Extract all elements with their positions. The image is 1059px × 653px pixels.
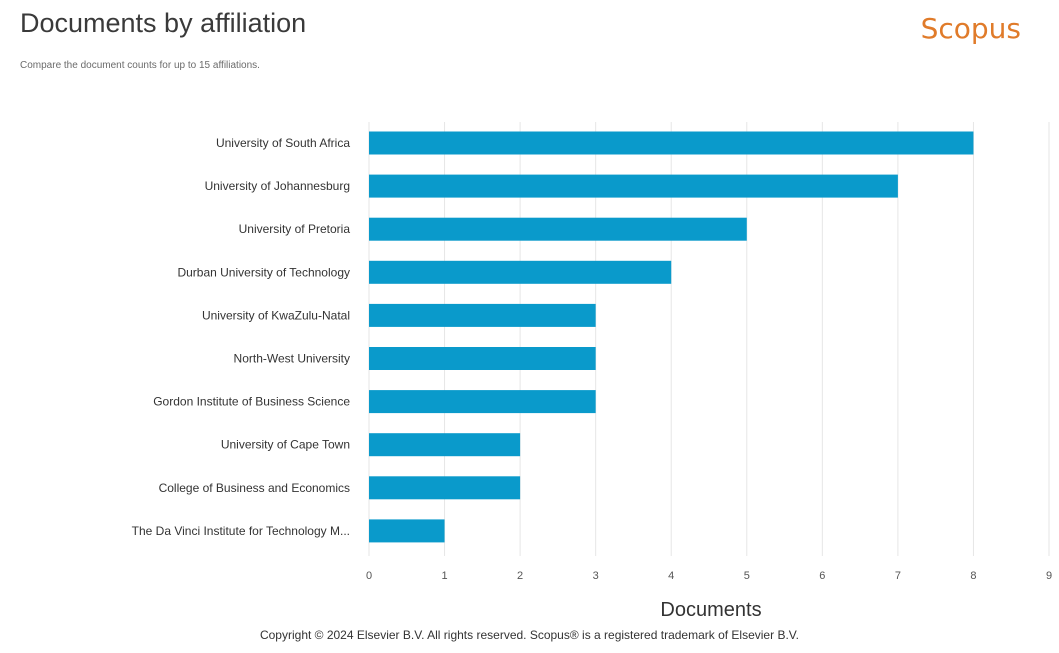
- chart-title: Documents by affiliation: [20, 8, 307, 38]
- bar[interactable]: [369, 260, 672, 284]
- bar[interactable]: [369, 433, 521, 457]
- category-label: Gordon Institute of Business Science: [153, 395, 350, 409]
- category-label: College of Business and Economics: [159, 481, 350, 495]
- bar[interactable]: [369, 390, 596, 414]
- x-tick-labels: 0 1 2 3 4 5 6 7 8 9: [366, 570, 1052, 582]
- x-tick-label: 2: [517, 570, 523, 582]
- x-tick-label: 9: [1046, 570, 1052, 582]
- bar[interactable]: [369, 476, 521, 500]
- x-tick-label: 6: [819, 570, 825, 582]
- x-tick-label: 3: [593, 570, 599, 582]
- bar[interactable]: [369, 519, 445, 543]
- scopus-logo: Scopus: [920, 12, 1021, 45]
- x-tick-label: 7: [895, 570, 901, 582]
- category-label: The Da Vinci Institute for Technology M.…: [132, 524, 350, 538]
- copyright-notice: Copyright © 2024 Elsevier B.V. All right…: [259, 628, 800, 642]
- bar[interactable]: [369, 217, 747, 241]
- bar[interactable]: [369, 131, 974, 155]
- bar[interactable]: [369, 303, 596, 327]
- category-label: University of Pretoria: [239, 222, 351, 236]
- bar[interactable]: [369, 174, 898, 198]
- category-label: University of KwaZulu-Natal: [202, 308, 350, 322]
- x-tick-label: 0: [366, 570, 372, 582]
- category-label: University of Cape Town: [221, 438, 350, 452]
- category-labels: University of South Africa University of …: [132, 136, 351, 538]
- x-tick-label: 4: [668, 570, 674, 582]
- category-label: North-West University: [234, 352, 350, 366]
- category-label: Durban University of Technology: [177, 265, 350, 279]
- x-tick-label: 8: [970, 570, 976, 582]
- x-axis-label: Documents: [660, 599, 761, 621]
- bars: [369, 131, 974, 543]
- x-tick-label: 1: [441, 570, 447, 582]
- category-label: University of Johannesburg: [205, 179, 350, 193]
- x-tick-label: 5: [744, 570, 750, 582]
- bar[interactable]: [369, 347, 596, 370]
- chart-subtitle: Compare the document counts for up to 15…: [20, 60, 260, 71]
- category-label: University of South Africa: [216, 136, 350, 150]
